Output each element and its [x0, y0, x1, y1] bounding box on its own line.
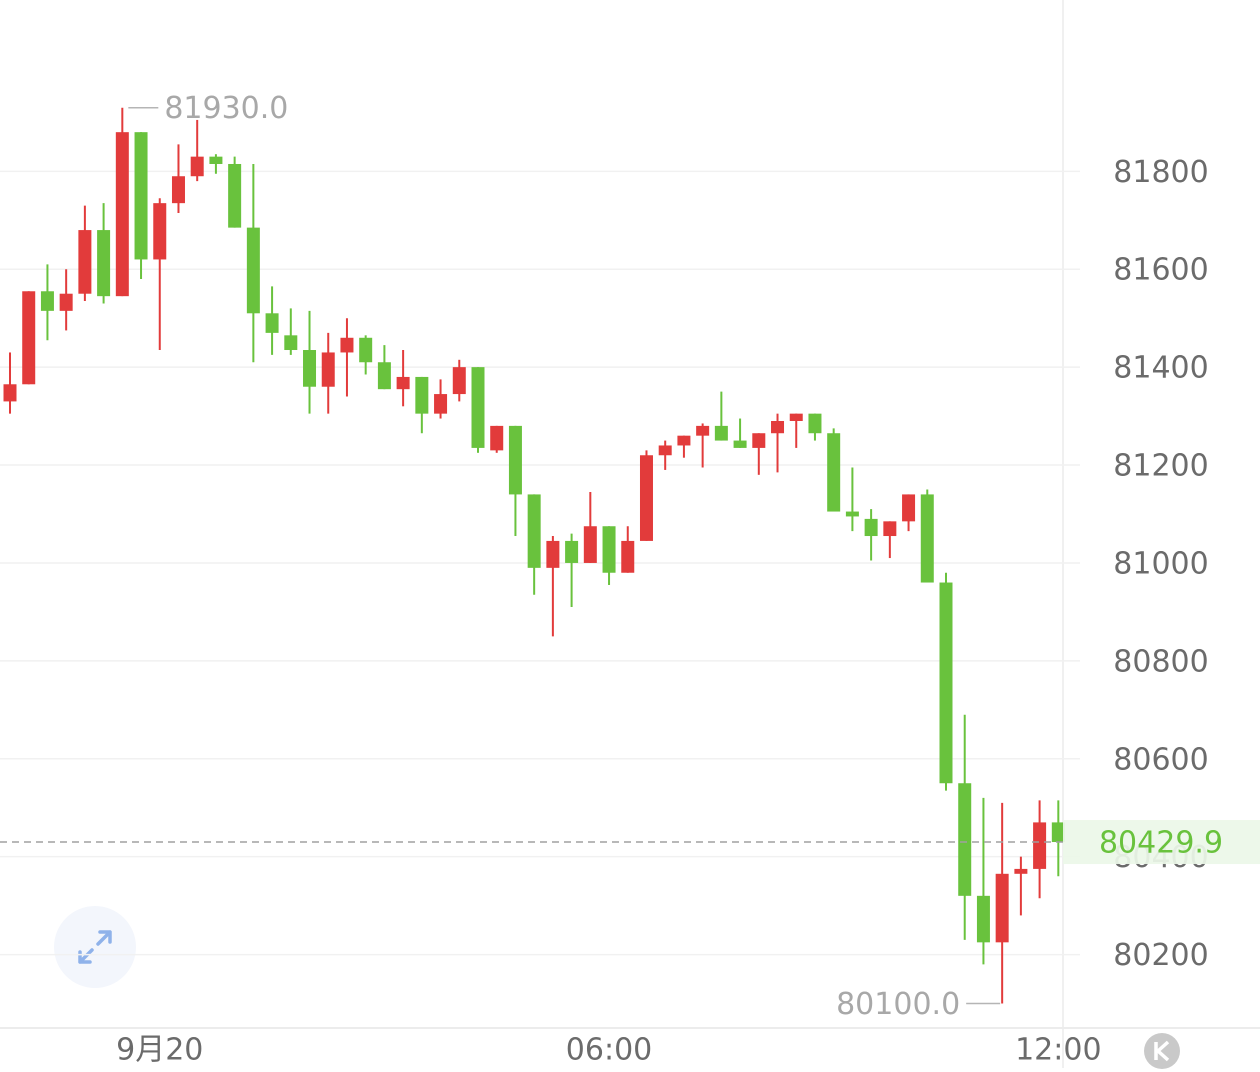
candle-body	[78, 230, 92, 294]
candle-body	[415, 376, 429, 414]
candle-body	[396, 376, 410, 390]
y-tick-label: 80200	[1113, 938, 1208, 973]
candle-body	[1051, 822, 1065, 843]
candle-body	[321, 352, 335, 387]
candle-body	[59, 293, 73, 311]
candle-body	[22, 291, 36, 385]
candle-body	[677, 435, 691, 446]
expand-button-bg[interactable]	[54, 906, 136, 988]
candle-body	[827, 433, 841, 512]
grid	[0, 170, 1080, 956]
candle-body	[1033, 822, 1047, 869]
candle-body	[1014, 868, 1028, 874]
candle-body	[771, 420, 785, 434]
x-tick-label: 12:00	[1015, 1033, 1101, 1068]
candle-body	[115, 132, 129, 297]
candle-body	[209, 156, 223, 164]
candles	[3, 107, 1065, 1004]
candle-body	[340, 337, 354, 353]
candle-body	[3, 384, 17, 402]
candle-body	[284, 335, 298, 351]
kline-button[interactable]	[1144, 1033, 1180, 1069]
candle-body	[490, 425, 504, 451]
candle-body	[228, 163, 242, 228]
y-tick-label: 81400	[1113, 351, 1208, 386]
candle-body	[976, 895, 990, 943]
candle-body	[565, 540, 579, 563]
candle-body	[471, 367, 485, 448]
candle-body	[265, 313, 279, 333]
candle-body	[639, 455, 653, 541]
candle-body	[508, 425, 522, 495]
candle-body	[359, 337, 373, 363]
y-tick-label: 80800	[1113, 644, 1208, 679]
candle-body	[958, 783, 972, 896]
y-tick-label: 81000	[1113, 546, 1208, 581]
candle-body	[602, 526, 616, 573]
candle-body	[171, 176, 185, 204]
low-annotation: 80100.0	[836, 987, 960, 1022]
kline-button-bg[interactable]	[1144, 1033, 1180, 1069]
candle-body	[883, 521, 897, 537]
kline-icon[interactable]	[1154, 1040, 1170, 1062]
last-price-label: 80429.9	[1099, 826, 1223, 861]
candle-body	[40, 291, 54, 311]
candle-body	[583, 526, 597, 563]
candle-body	[789, 413, 803, 421]
y-tick-label: 81200	[1113, 449, 1208, 484]
candle-body	[733, 440, 747, 448]
expand-button[interactable]	[54, 906, 136, 988]
last-price-tag	[1063, 820, 1260, 865]
candle-body	[939, 582, 953, 784]
candle-body	[434, 394, 448, 414]
candle-body	[808, 413, 822, 434]
candle-body	[714, 425, 728, 441]
candle-body	[902, 494, 916, 522]
candle-body	[303, 350, 317, 387]
candle-body	[752, 433, 766, 448]
candle-body	[995, 873, 1009, 943]
expand-icon[interactable]	[78, 930, 112, 964]
high-annotation: 81930.0	[164, 91, 288, 126]
candle-body	[546, 540, 560, 568]
candle-body	[377, 362, 391, 390]
x-tick-label: 9月20	[116, 1033, 203, 1068]
candle-body	[658, 445, 672, 456]
candle-body	[527, 494, 541, 568]
x-tick-label: 06:00	[566, 1033, 652, 1068]
candle-body	[190, 156, 204, 177]
candle-body	[134, 132, 148, 260]
candle-body	[452, 367, 466, 395]
candle-body	[246, 227, 260, 314]
candle-body	[621, 540, 635, 573]
candle-body	[845, 511, 859, 517]
y-tick-label: 81600	[1113, 253, 1208, 288]
candle-body	[153, 203, 167, 260]
y-tick-label: 80600	[1113, 742, 1208, 777]
y-tick-label: 81800	[1113, 155, 1208, 190]
candle-body	[864, 518, 878, 537]
candle-body	[920, 494, 934, 583]
candle-body	[97, 230, 111, 297]
candle-body	[696, 425, 710, 436]
